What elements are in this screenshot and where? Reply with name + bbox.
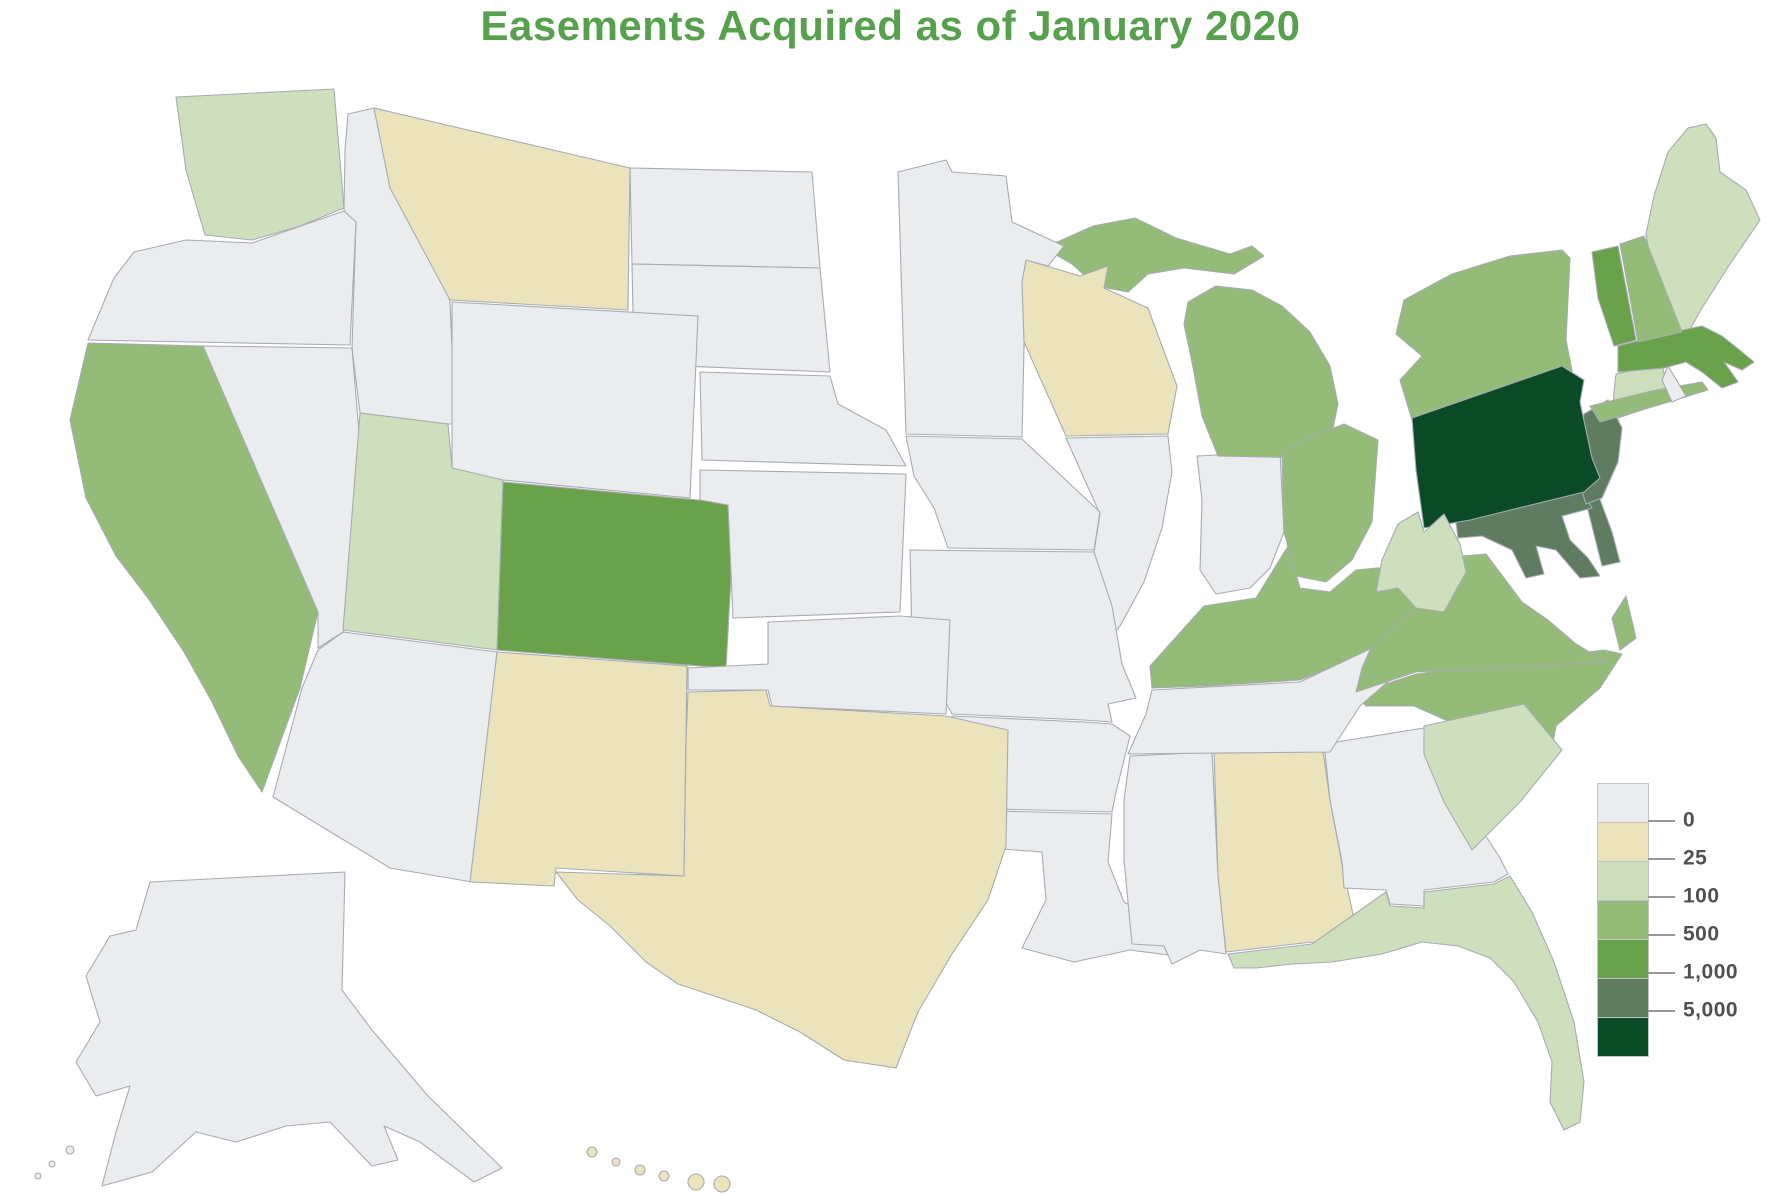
legend-tick-label: 0 (1683, 808, 1696, 832)
state-hi (658, 1170, 670, 1182)
legend-tick-label: 25 (1683, 846, 1708, 870)
state-wv (1375, 511, 1467, 613)
state-wi (1021, 259, 1178, 437)
legend-tick-label: 5,000 (1683, 998, 1739, 1022)
legend-tick-mark (1648, 972, 1675, 974)
legend-tick-mark (1648, 858, 1675, 860)
state-nh (1619, 235, 1683, 343)
state-ak (48, 1160, 56, 1168)
state-la (957, 809, 1177, 963)
state-co (496, 481, 736, 669)
state-ri (1661, 365, 1687, 403)
state-mt (373, 107, 631, 311)
legend-tick-label: 500 (1683, 922, 1720, 946)
state-ia (905, 435, 1101, 551)
state-tx (555, 689, 1009, 1069)
legend-tick-mark (1648, 896, 1675, 898)
state-pa (1411, 365, 1601, 529)
state-ne (699, 371, 907, 467)
legend-swatch-column (1597, 783, 1649, 1057)
state-ak (65, 1145, 75, 1155)
legend-tick-label: 100 (1683, 884, 1720, 908)
legend-tick-mark (1648, 1010, 1675, 1012)
legend-tick-mark (1648, 934, 1675, 936)
state-oh (1281, 423, 1379, 583)
state-wa (175, 88, 345, 241)
state-ak (34, 1172, 42, 1180)
state-or (87, 210, 357, 346)
legend-swatch-5 (1598, 979, 1648, 1018)
page-title: Easements Acquired as of January 2020 (480, 2, 1301, 49)
state-va (1611, 595, 1637, 651)
state-hi (611, 1157, 621, 1167)
state-mi (1183, 285, 1339, 459)
legend-swatch-2 (1598, 862, 1648, 901)
state-ms (1123, 751, 1227, 965)
state-nd (629, 167, 821, 269)
state-wy (451, 301, 699, 499)
state-ok (687, 615, 951, 715)
state-az (272, 631, 498, 883)
legend-color-scale: 0 25 100 500 1,000 5,000 (1597, 783, 1767, 1057)
legend-tick-mark (1648, 820, 1675, 822)
state-hi (687, 1173, 705, 1191)
legend-tick-label: 1,000 (1683, 960, 1739, 984)
legend-swatch-1 (1598, 823, 1648, 862)
legend-swatch-0 (1598, 784, 1648, 823)
legend-swatch-3 (1598, 901, 1648, 940)
state-md (1455, 487, 1601, 579)
state-ks (699, 469, 907, 619)
state-de (1585, 493, 1621, 567)
state-hi (634, 1164, 646, 1176)
state-hi (713, 1175, 731, 1193)
legend-swatch-6 (1598, 1018, 1648, 1056)
state-ma (1617, 325, 1755, 389)
state-nm (469, 651, 688, 887)
state-ak (75, 871, 503, 1187)
state-mn (897, 159, 1065, 438)
legend-swatch-4 (1598, 940, 1648, 979)
state-in (1196, 451, 1285, 595)
state-vt (1591, 245, 1637, 347)
state-hi (586, 1146, 598, 1158)
state-sc (1423, 703, 1563, 851)
